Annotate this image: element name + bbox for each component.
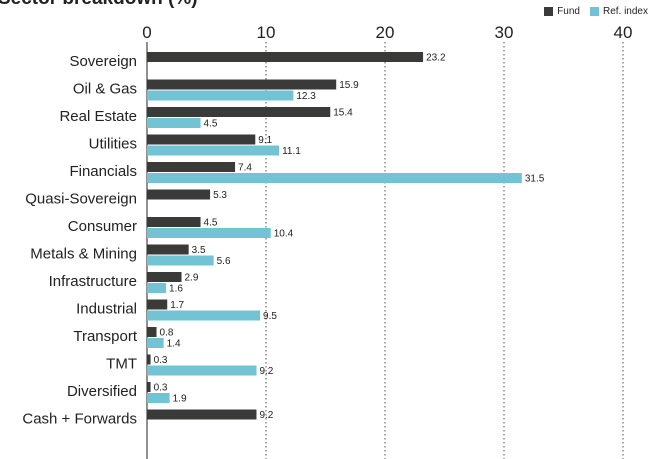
fund-value-label: 4.5 <box>204 218 218 229</box>
fund-value-label: 0.3 <box>154 383 168 394</box>
category-label: Transport <box>73 328 137 345</box>
fund-bar <box>147 107 331 117</box>
ref-index-bar <box>147 145 280 156</box>
fund-bar <box>147 162 236 172</box>
ref-index-value-label: 4.5 <box>204 119 218 130</box>
x-tick-label: 10 <box>257 23 276 42</box>
x-tick-label: 0 <box>142 23 151 42</box>
ref-index-bar <box>147 365 257 376</box>
legend-item-ref-index: Ref. index <box>589 6 648 17</box>
category-label: Sovereign <box>69 53 137 70</box>
category-label: Utilities <box>89 136 137 153</box>
chart-title: Sector breakdown (%) <box>0 0 198 10</box>
category-label: Metals & Mining <box>30 246 137 263</box>
fund-value-label: 3.5 <box>192 245 206 256</box>
ref-index-bar <box>147 338 164 348</box>
category-label: Real Estate <box>59 108 137 125</box>
fund-bar <box>147 272 182 282</box>
category-label: TMT <box>106 356 137 373</box>
fund-bar <box>147 134 256 145</box>
fund-bar <box>147 354 151 365</box>
fund-value-label: 7.4 <box>238 163 252 174</box>
ref-index-value-label: 12.3 <box>296 91 316 102</box>
x-tick-label: 30 <box>495 23 514 42</box>
fund-bar <box>147 409 257 420</box>
fund-value-label: 5.3 <box>213 190 227 201</box>
legend-swatch-ref-index <box>589 7 599 16</box>
fund-bar <box>147 79 337 90</box>
fund-bar <box>147 244 189 255</box>
fund-bar <box>147 52 424 62</box>
fund-value-label: 15.9 <box>339 80 359 91</box>
fund-value-label: 15.4 <box>333 108 353 119</box>
ref-index-bar <box>147 255 214 266</box>
fund-value-label: 23.2 <box>426 53 446 64</box>
legend-item-fund: Fund <box>544 6 580 17</box>
legend-label-ref-index: Ref. index <box>602 6 648 17</box>
category-label: Consumer <box>68 218 137 235</box>
fund-value-label: 0.3 <box>154 355 168 366</box>
category-label: Industrial <box>76 301 137 318</box>
fund-bar <box>147 299 168 310</box>
category-label: Diversified <box>67 383 137 400</box>
ref-index-bar <box>147 90 294 101</box>
ref-index-bar <box>147 118 201 128</box>
category-label: Cash + Forwards <box>22 411 137 428</box>
category-label: Financials <box>69 163 137 180</box>
legend-label-fund: Fund <box>557 6 580 17</box>
fund-value-label: 9.1 <box>258 135 272 146</box>
fund-value-label: 9.2 <box>259 410 273 421</box>
fund-bar <box>147 217 201 227</box>
ref-index-value-label: 10.4 <box>274 229 294 240</box>
x-tick-label: 40 <box>614 23 633 42</box>
ref-index-bar <box>147 283 167 293</box>
fund-bar <box>147 189 211 200</box>
category-label: Oil & Gas <box>73 81 137 98</box>
fund-value-label: 0.8 <box>160 328 174 339</box>
legend-swatch-fund <box>544 7 554 16</box>
ref-index-value-label: 1.9 <box>173 394 187 405</box>
ref-index-bar <box>147 310 261 321</box>
ref-index-value-label: 1.4 <box>167 339 181 350</box>
ref-index-bar <box>147 228 271 238</box>
fund-value-label: 2.9 <box>185 273 199 284</box>
ref-index-value-label: 9.2 <box>259 366 273 377</box>
ref-index-value-label: 9.5 <box>263 311 277 322</box>
legend: Fund Ref. index <box>544 6 648 17</box>
ref-index-bar <box>147 393 170 403</box>
ref-index-value-label: 31.5 <box>525 174 545 185</box>
ref-index-bar <box>147 173 522 183</box>
x-tick-label: 20 <box>376 23 395 42</box>
category-label: Quasi-Sovereign <box>25 191 137 208</box>
ref-index-value-label: 11.1 <box>282 146 301 157</box>
fund-bar <box>147 382 151 392</box>
category-label: Infrastructure <box>49 273 137 290</box>
ref-index-value-label: 1.6 <box>169 284 183 295</box>
fund-bar <box>147 327 157 337</box>
ref-index-value-label: 5.6 <box>217 256 231 267</box>
fund-value-label: 1.7 <box>170 300 184 311</box>
